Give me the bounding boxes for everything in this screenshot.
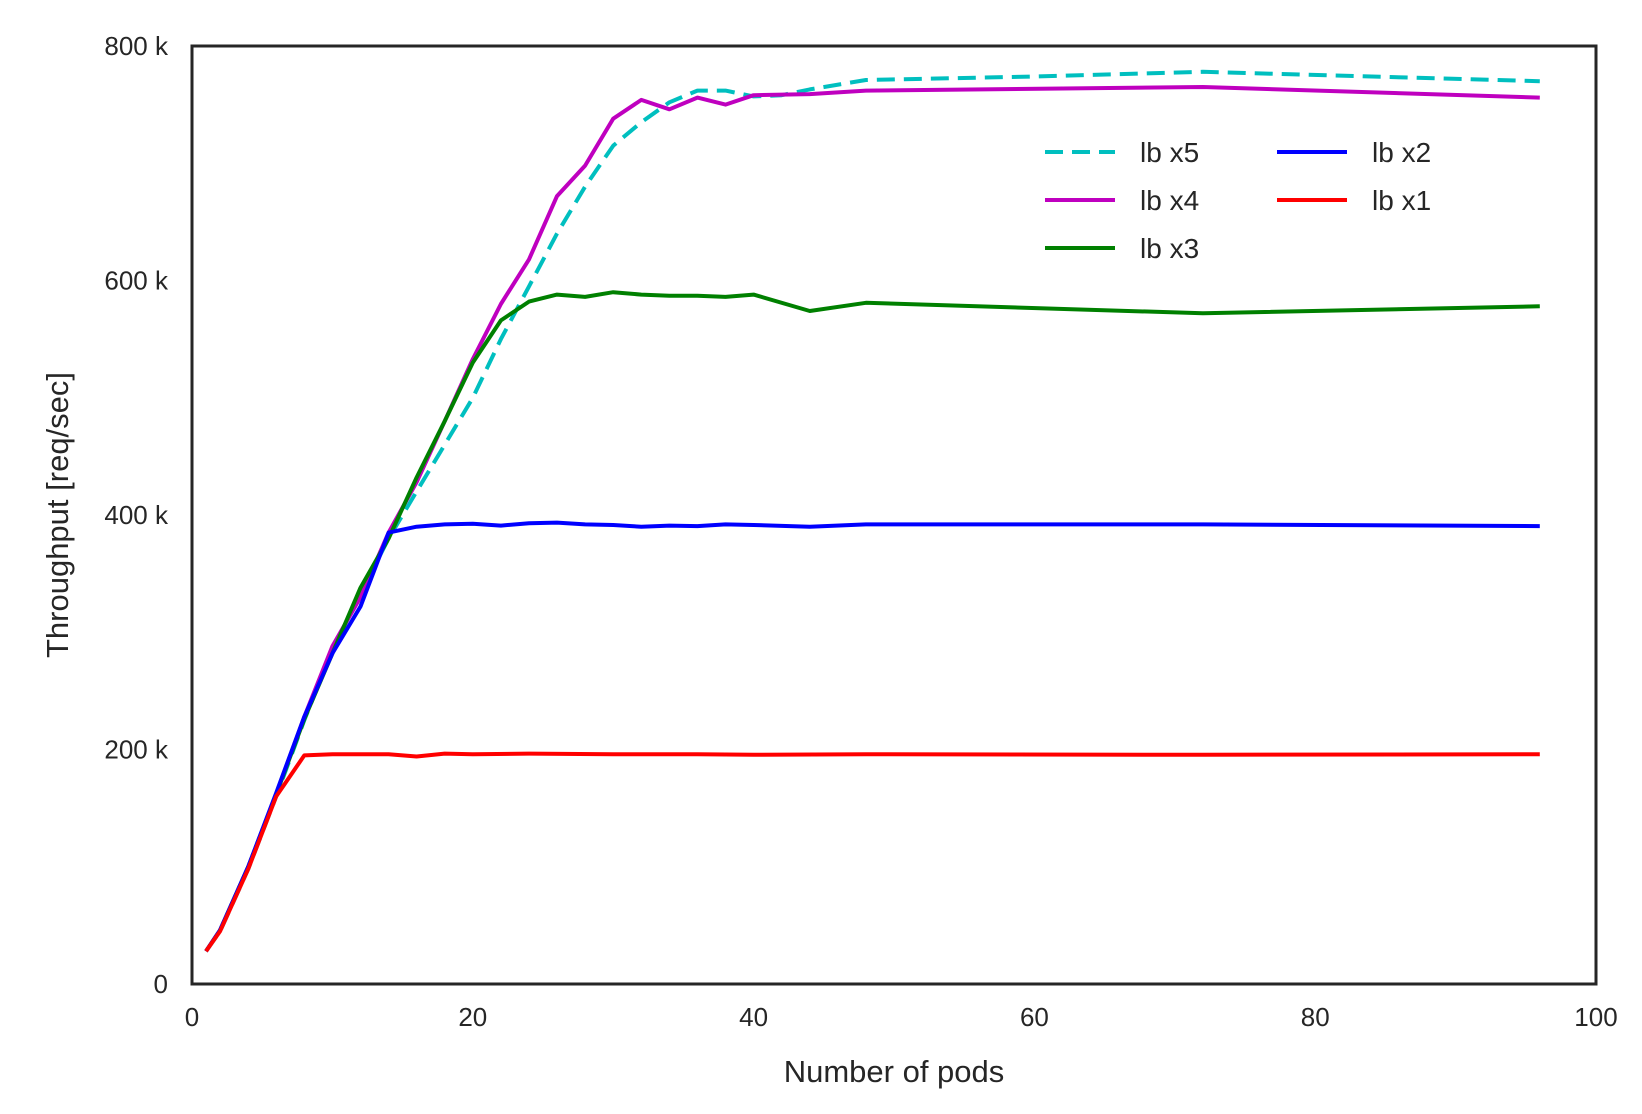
y-axis-label: Throughput [req/sec] xyxy=(40,372,75,658)
x-tick-label: 100 xyxy=(1574,1002,1617,1032)
series-line-lb-x2 xyxy=(204,520,1540,953)
legend-label: lb x5 xyxy=(1140,137,1199,168)
x-tick-label: 20 xyxy=(458,1002,487,1032)
y-tick-label: 0 xyxy=(154,969,168,999)
x-tick-label: 80 xyxy=(1301,1002,1330,1032)
ticks-layer: 0 20 40 60 80 100 0 200 k 400 k 600 k 800 k xyxy=(104,31,1617,1032)
plot-frame xyxy=(190,44,1598,986)
series-line-lb-x3 xyxy=(204,290,1540,953)
legend-label: lb x1 xyxy=(1372,185,1431,216)
series-line-lb-x4 xyxy=(204,85,1540,953)
x-tick-label: 0 xyxy=(185,1002,199,1032)
y-tick-label: 400 k xyxy=(104,500,169,530)
x-axis-label: Number of pods xyxy=(784,1054,1005,1089)
legend-label: lb x2 xyxy=(1372,137,1431,168)
legend-label: lb x3 xyxy=(1140,233,1199,264)
series-layer xyxy=(204,69,1540,953)
y-tick-label: 600 k xyxy=(104,266,169,296)
series-line-lb-x5 xyxy=(204,69,1540,953)
series-line-lb-x1 xyxy=(204,751,1540,953)
x-tick-label: 60 xyxy=(1020,1002,1049,1032)
y-tick-label: 800 k xyxy=(104,31,169,61)
legend-label: lb x4 xyxy=(1140,185,1199,216)
x-tick-label: 40 xyxy=(739,1002,768,1032)
y-tick-label: 200 k xyxy=(104,735,169,765)
legend: lb x5 lb x4 lb x3 lb x2 lb x1 xyxy=(1045,137,1431,264)
